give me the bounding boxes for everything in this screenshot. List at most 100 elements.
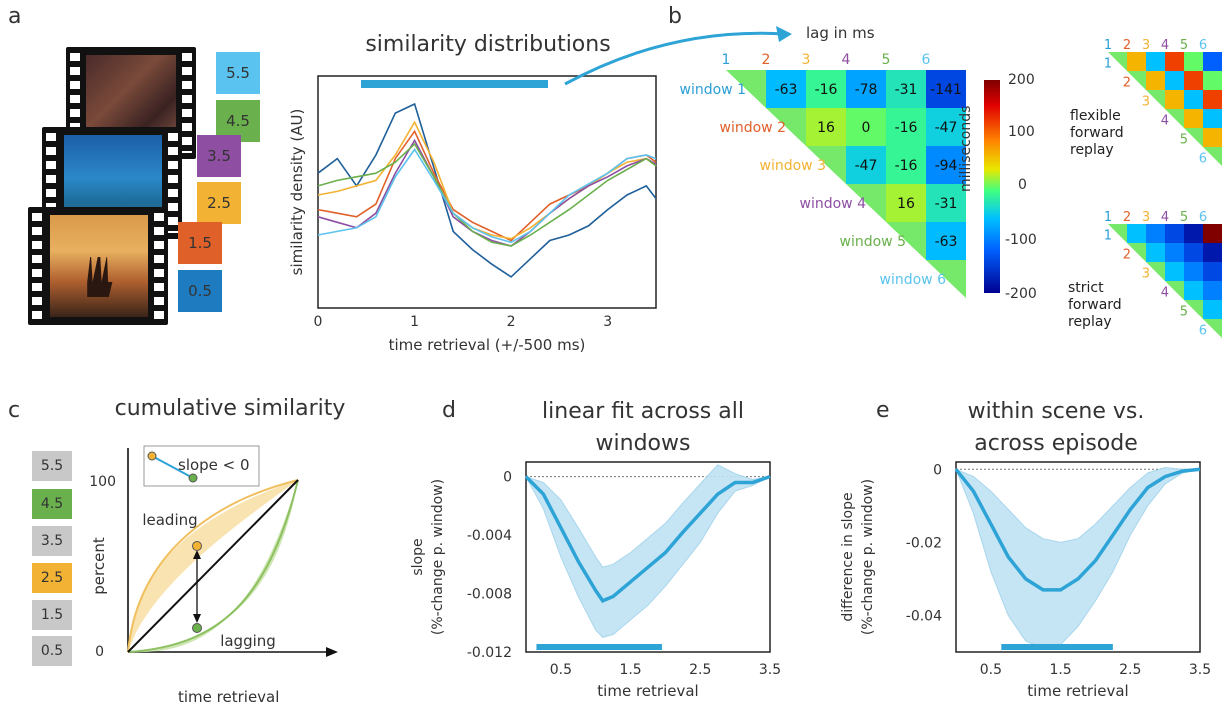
panel-d-title-line: windows [595,431,691,456]
slope-legend-label: slope < 0 [178,456,250,474]
panel-label-c: c [8,398,21,423]
significance-bar [1001,644,1113,650]
tile-3-5: 3.5 [197,135,241,177]
matrix-cell [926,222,966,260]
matrix-cell [926,146,966,184]
mini-row-label: 6 [1199,152,1207,167]
c-tile-label: 1.5 [40,607,64,623]
panel-e-title-line: across episode [974,431,1138,456]
mini-cell [1165,52,1184,71]
panel-label-e: e [876,398,890,423]
mini-cell [1184,243,1203,262]
mini-label-flexible: flexible forward replay [1070,108,1124,159]
mini-cell [1146,243,1165,262]
column-label: 6 [922,52,931,68]
matrix-cell-value: -63 [935,234,958,250]
y-top-label: 100 [89,474,116,490]
y-axis-label: similarity density (AU) [288,109,306,276]
mini-row-label: 3 [1142,267,1150,282]
y-axis-label-units: (%-change p. window) [860,479,876,635]
x-tick-label: 0 [314,314,323,330]
mini-cell [1184,90,1203,109]
column-label: 2 [762,52,771,68]
matrix-cell-value: -47 [935,120,958,136]
mini-label-line: replay [1068,314,1112,330]
matrix-cell [846,108,886,146]
mini-column-label: 3 [1142,38,1150,53]
mini-row-label: 1 [1104,57,1112,72]
mini-cell [1203,243,1222,262]
colorbar-tick: -100 [1005,232,1037,248]
matrix-cell-value: -63 [775,82,798,98]
matrix-cell-value: -47 [855,158,878,174]
mini-cell [1203,128,1222,147]
mini-row-label: 2 [1123,76,1131,91]
mini-cell [1127,224,1146,243]
matrix-cell-value: 16 [897,196,915,212]
x-axis-arrowhead [326,647,338,657]
lagging-curve [127,479,299,653]
mean-line [524,474,771,603]
panel-d-title-line: linear fit across all [542,399,744,424]
column-label: 1 [722,52,731,68]
similarity-distributions-chart: 0 1 2 3 time retrieval (+/-500 ms) similarity… [288,75,657,354]
column-label: 3 [802,52,811,68]
mini-cell [1203,262,1222,281]
matrix-cell-value: -78 [855,82,878,98]
mini-row-label: 5 [1180,133,1188,148]
mini-row-label: 1 [1104,229,1112,244]
c-tile-label: 4.5 [40,496,64,512]
mini-cell [1203,52,1222,71]
y-tick-label: 0 [933,462,942,478]
matrix-cell [806,108,846,146]
matrix-cell-value: -31 [895,82,918,98]
x-tick-label: 3 [603,314,612,330]
x-axis-label: time retrieval [1027,682,1128,700]
significance-bar [361,80,548,88]
mini-cell [1184,109,1203,128]
mini-cell [1146,224,1165,243]
mini-cell [1165,90,1184,109]
series-line-1 [317,129,657,242]
leading-marker [192,541,202,551]
c-tile-3-5: 3.5 [32,526,72,556]
confidence-band [524,464,771,638]
mini-column-label: 2 [1123,210,1131,225]
panel-label-d: d [442,398,456,423]
tile-label: 1.5 [188,234,212,252]
mini-cell [1184,281,1203,300]
mini-column-label: 4 [1161,38,1169,53]
colorbar-tick: -200 [1005,286,1037,302]
arrow-to-panel-b [564,26,792,86]
x-tick-label: 2.5 [689,662,711,678]
panel-d-title: linear fit across all windows [488,396,798,460]
arrowhead-up [193,550,201,559]
mini-cell [1184,224,1203,243]
mini-cell [1184,262,1203,281]
series-line-5 [317,148,657,244]
matrix-cell [846,146,886,184]
y-axis-label: percent [90,537,108,595]
mini-label-strict: strict forward replay [1068,280,1122,331]
mini-column-label: 3 [1142,210,1150,225]
confidence-band [955,466,1201,649]
panel-label-a: a [8,4,22,29]
mini-row-label: 5 [1180,305,1188,320]
mini-row-label: 2 [1123,248,1131,263]
matrix-cell [886,146,926,184]
mini-label-line: flexible [1070,108,1121,124]
mini-label-line: forward [1068,297,1122,313]
film-strips [28,42,198,327]
colorbar-tick: 0 [1018,177,1027,193]
row-label: window 3 [760,158,826,174]
c-tile-label: 5.5 [40,458,64,474]
slope-legend-line [151,455,194,479]
mini-cell [1165,243,1184,262]
mini-cell [1203,71,1222,90]
c-tile-5-5: 5.5 [32,451,72,481]
mini-label-line: strict [1068,280,1104,296]
matrix-cell [926,70,966,108]
mini-column-label: 6 [1199,210,1207,225]
panel-label-b: b [668,4,682,29]
